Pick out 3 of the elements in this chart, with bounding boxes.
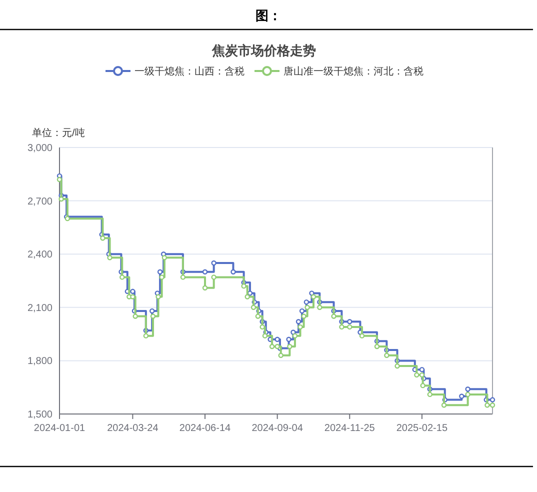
ylabel: 单位：元/吨 [32,128,85,139]
title: 焦炭市场价格走势 [212,43,316,58]
annotation: 图： [256,8,282,23]
